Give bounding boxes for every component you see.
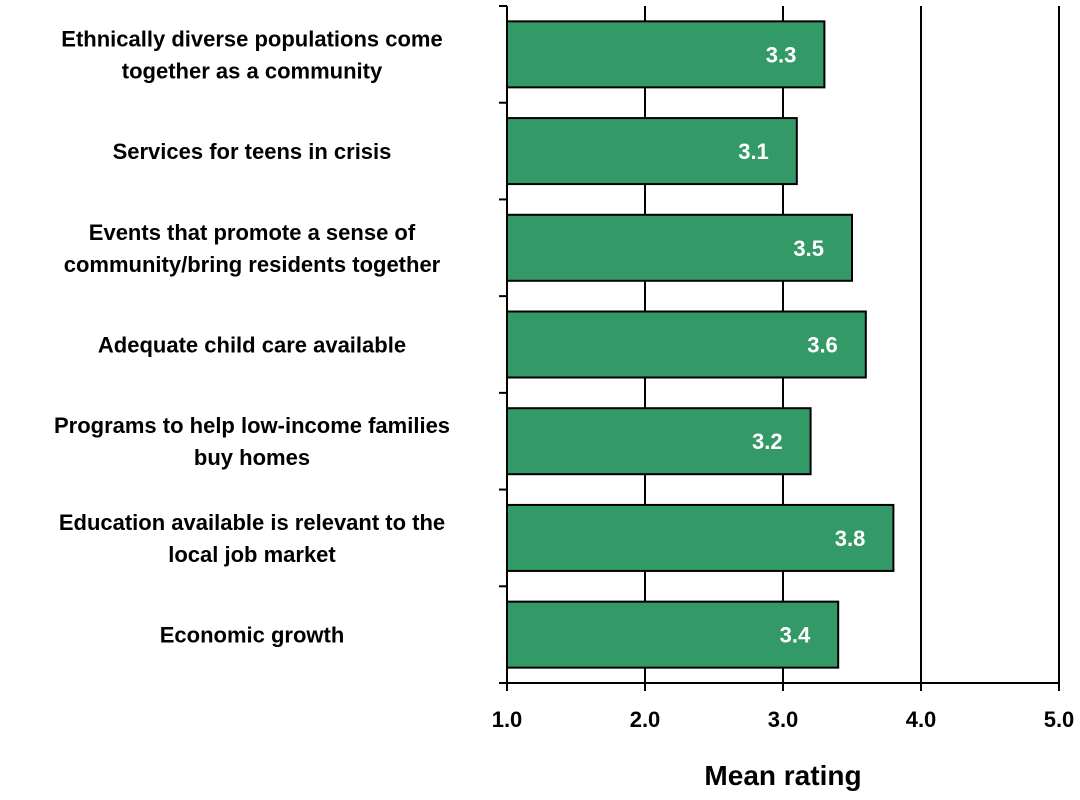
category-label-line: Education available is relevant to the xyxy=(59,510,445,535)
category-label-line: community/bring residents together xyxy=(64,252,441,277)
category-label-5: Education available is relevant to the lo… xyxy=(59,510,445,567)
value-label-4: 3.2 xyxy=(752,429,783,454)
value-label-1: 3.1 xyxy=(738,139,769,164)
bar-4 xyxy=(506,407,812,476)
bar-6 xyxy=(506,600,840,669)
x-tick-label-3: 4.0 xyxy=(906,707,937,732)
bar-5 xyxy=(506,503,895,572)
bar-3 xyxy=(506,310,867,379)
category-label-0: Ethnically diverse populations come toget… xyxy=(61,26,442,83)
category-label-line: Adequate child care available xyxy=(98,333,406,358)
category-label-3: Adequate child care available xyxy=(98,333,406,358)
category-label-2: Events that promote a sense of community/… xyxy=(64,220,441,277)
category-label-line: Economic growth xyxy=(160,623,345,648)
category-label-4: Programs to help low-income families buy … xyxy=(54,413,450,470)
category-label-1: Services for teens in crisis xyxy=(113,139,392,164)
x-axis-title: Mean rating xyxy=(704,760,861,791)
value-label-5: 3.8 xyxy=(835,526,866,551)
category-label-line: Services for teens in crisis xyxy=(113,139,392,164)
x-tick-label-2: 3.0 xyxy=(768,707,799,732)
value-label-6: 3.4 xyxy=(780,623,811,648)
x-tick-label-4: 5.0 xyxy=(1044,707,1075,732)
value-label-3: 3.6 xyxy=(807,333,838,358)
axes xyxy=(499,5,1060,691)
category-label-line: Programs to help low-income families xyxy=(54,413,450,438)
category-label-line: buy homes xyxy=(194,445,310,470)
value-label-0: 3.3 xyxy=(766,42,797,67)
category-label-line: Events that promote a sense of xyxy=(89,220,416,245)
labels: 3.3 Ethnically diverse populations come to… xyxy=(54,26,1074,732)
category-label-line: Ethnically diverse populations come xyxy=(61,26,442,51)
category-label-6: Economic growth xyxy=(160,623,345,648)
category-label-line: together as a community xyxy=(122,58,383,83)
bar-0 xyxy=(506,20,826,89)
value-label-2: 3.5 xyxy=(793,236,824,261)
bar-2 xyxy=(506,213,853,282)
x-tick-label-0: 1.0 xyxy=(492,707,523,732)
x-tick-label-1: 2.0 xyxy=(630,707,661,732)
category-label-line: local job market xyxy=(168,542,336,567)
